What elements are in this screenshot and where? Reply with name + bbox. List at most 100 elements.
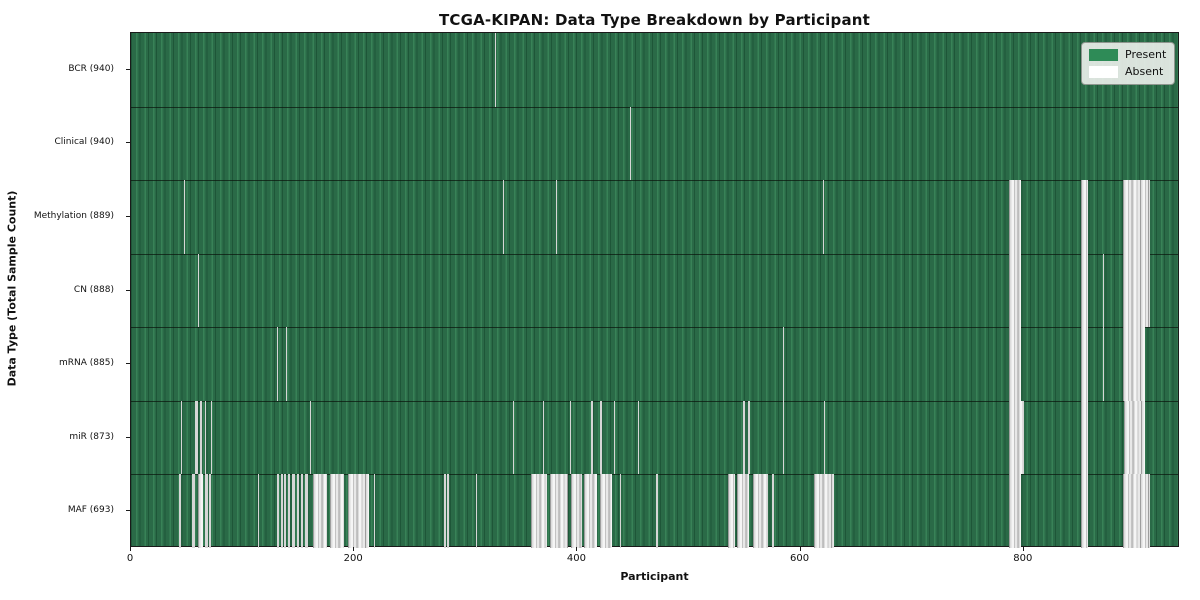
x-axis-label: Participant — [620, 570, 689, 583]
y-tick-mark — [126, 142, 130, 144]
row-mrna — [131, 327, 1178, 401]
absent-segment — [742, 400, 745, 475]
y-tick-label: Clinical (940) — [54, 137, 114, 148]
y-tick-label: mRNA (885) — [59, 358, 114, 369]
absent-segment — [570, 474, 582, 548]
absent-segment — [771, 474, 774, 548]
absent-segment — [300, 474, 303, 548]
absent-segment — [1123, 474, 1150, 548]
y-tick-label: Methylation (889) — [33, 210, 114, 221]
legend: Present Absent — [1081, 42, 1175, 85]
y-tick-mark — [126, 510, 130, 512]
legend-label: Present — [1125, 48, 1167, 61]
x-tick-mark — [1022, 547, 1024, 551]
absent-segment — [211, 400, 213, 475]
row-clinical — [131, 106, 1178, 181]
absent-segment — [286, 327, 288, 401]
x-tick-label: 0 — [126, 553, 134, 564]
absent-segment — [619, 474, 621, 548]
legend-swatch-present — [1089, 49, 1118, 61]
absent-segment — [198, 253, 200, 328]
x-tick-mark — [130, 547, 131, 551]
absent-segment — [1080, 327, 1089, 401]
x-tick-label: 200 — [343, 553, 363, 564]
absent-segment — [814, 474, 834, 548]
absent-segment — [549, 474, 569, 548]
y-tick-label: miR (873) — [69, 431, 114, 442]
absent-segment — [312, 474, 328, 548]
absent-segment — [179, 474, 181, 548]
absent-segment — [599, 400, 602, 475]
absent-segment — [192, 474, 196, 548]
absent-segment — [824, 400, 826, 475]
absent-segment — [209, 474, 212, 548]
row-separator — [131, 400, 1178, 402]
legend-entry: Absent — [1089, 66, 1166, 78]
absent-segment — [194, 400, 198, 475]
row-bcr — [131, 33, 1178, 107]
x-tick-mark — [353, 547, 355, 551]
absent-segment — [1080, 474, 1089, 548]
absent-segment — [782, 327, 784, 401]
absent-segment — [569, 400, 571, 475]
absent-segment — [1124, 400, 1146, 475]
legend-swatch-absent — [1089, 66, 1118, 78]
absent-segment — [204, 474, 208, 548]
absent-segment — [584, 474, 598, 548]
row-separator — [131, 180, 1178, 182]
absent-segment — [629, 106, 631, 181]
absent-segment — [1123, 180, 1150, 254]
absent-segment — [530, 474, 547, 548]
absent-segment — [614, 400, 616, 475]
absent-segment — [1009, 327, 1022, 401]
absent-segment — [1009, 180, 1022, 254]
absent-segment — [181, 400, 183, 475]
absent-segment — [1103, 327, 1105, 401]
absent-segment — [822, 180, 825, 254]
row-separator — [131, 253, 1178, 255]
y-tick-mark — [126, 436, 130, 438]
absent-segment — [347, 474, 369, 548]
absent-segment — [556, 180, 558, 254]
x-tick-label: 600 — [790, 553, 810, 564]
absent-segment — [748, 400, 751, 475]
absent-segment — [1123, 327, 1146, 401]
x-tick-mark — [576, 547, 578, 551]
absent-segment — [288, 474, 291, 548]
absent-segment — [443, 474, 446, 548]
y-tick-label: CN (888) — [73, 284, 114, 295]
row-mir — [131, 400, 1178, 475]
absent-segment — [305, 474, 309, 548]
row-methylation — [131, 180, 1178, 254]
absent-segment — [291, 474, 295, 548]
absent-segment — [728, 474, 735, 548]
absent-segment — [258, 474, 260, 548]
absent-segment — [446, 474, 449, 548]
x-tick-label: 400 — [566, 553, 586, 564]
absent-segment — [1009, 253, 1022, 328]
plot-area: Present Absent — [130, 32, 1179, 548]
absent-segment — [737, 474, 750, 548]
legend-entry: Present — [1089, 49, 1166, 61]
row-separator — [131, 474, 1178, 476]
chart-title: TCGA-KIPAN: Data Type Breakdown by Parti… — [438, 11, 871, 29]
absent-segment — [329, 474, 344, 548]
y-tick-label: MAF (693) — [67, 505, 114, 516]
absent-segment — [277, 474, 280, 548]
absent-segment — [512, 400, 514, 475]
absent-segment — [183, 180, 185, 254]
y-tick-mark — [126, 215, 130, 217]
absent-segment — [637, 400, 639, 475]
absent-segment — [1080, 400, 1089, 475]
absent-segment — [475, 474, 477, 548]
absent-segment — [782, 400, 784, 475]
absent-segment — [752, 474, 768, 548]
legend-label: Absent — [1125, 65, 1164, 78]
absent-segment — [494, 33, 496, 107]
y-tick-mark — [126, 363, 130, 365]
absent-segment — [283, 474, 286, 548]
absent-segment — [542, 400, 544, 475]
absent-segment — [280, 474, 283, 548]
absent-segment — [655, 474, 658, 548]
absent-segment — [200, 400, 203, 475]
